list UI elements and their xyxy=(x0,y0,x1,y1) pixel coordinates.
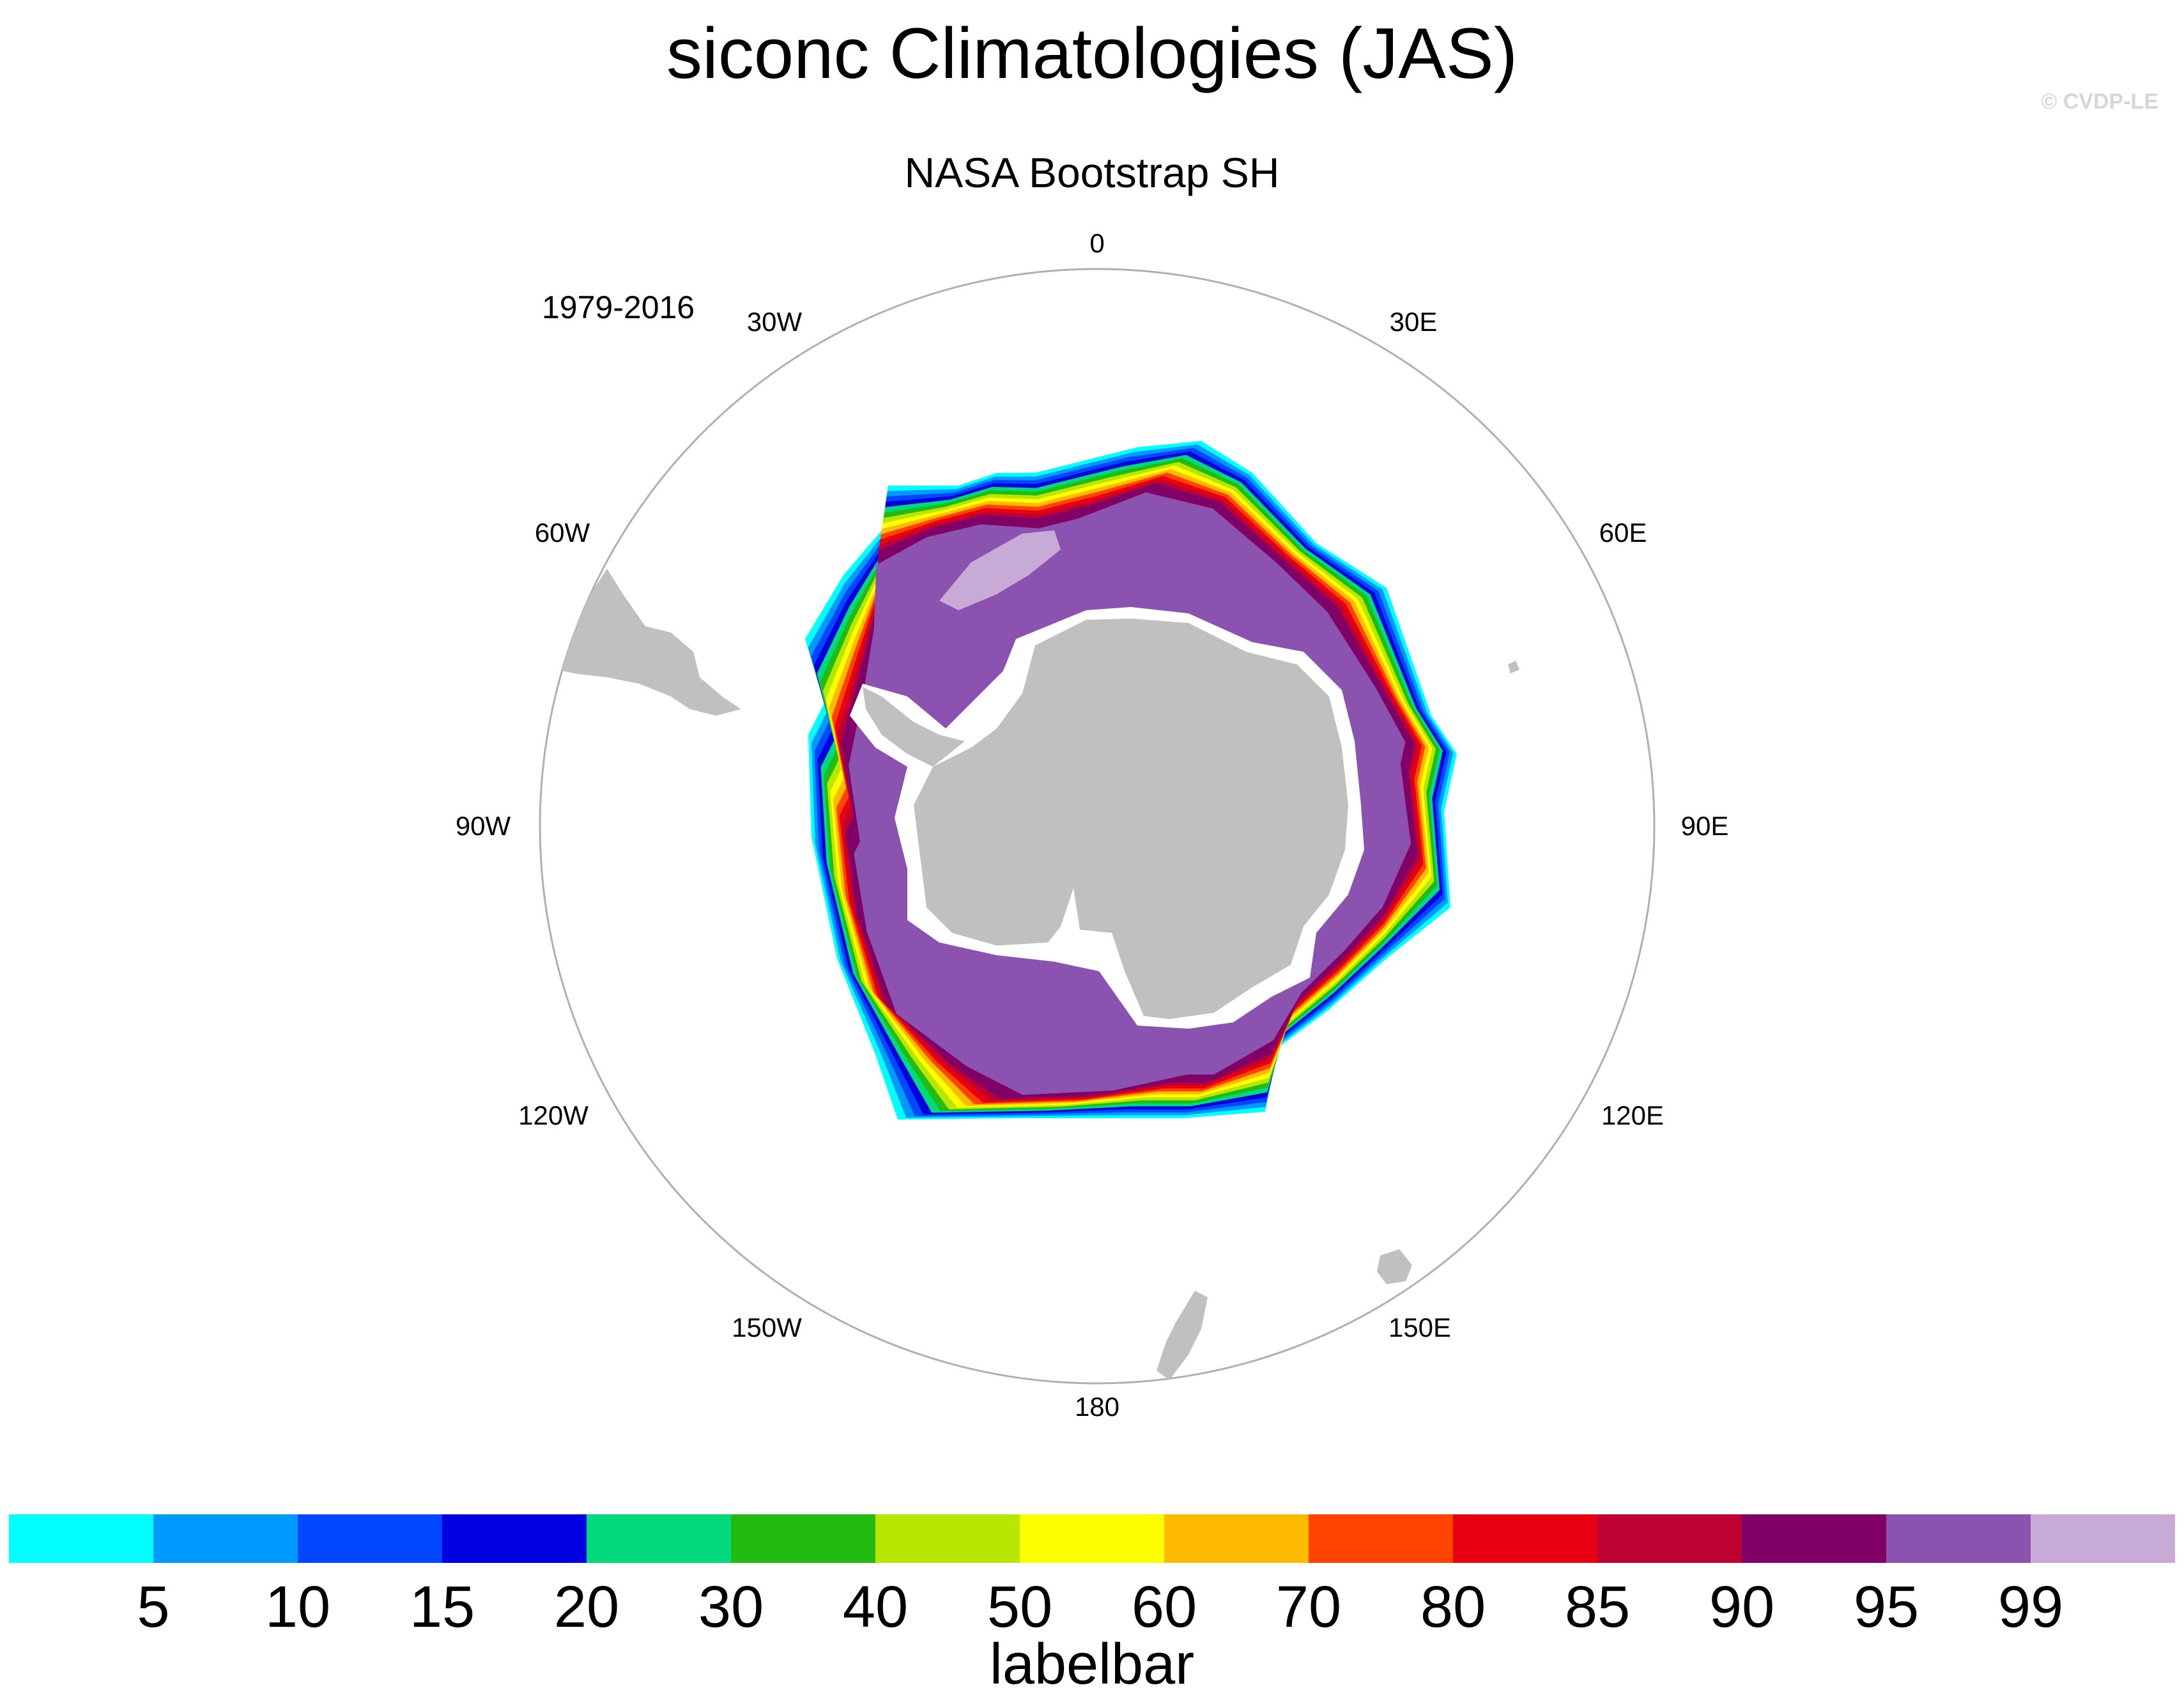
colorbar-label: labelbar xyxy=(989,1633,1195,1696)
period-label: 1979-2016 xyxy=(542,289,695,325)
colorbar-swatch xyxy=(153,1514,298,1563)
antarctica-landmass xyxy=(914,619,1348,1019)
colorbar-ticks: 5 10 15 20 30 40 50 60 70 80 85 90 95 99 xyxy=(0,1572,2184,1642)
colorbar-swatch xyxy=(9,1514,153,1563)
colorbar-swatch xyxy=(587,1514,731,1563)
lon-label-150e: 150E xyxy=(1388,1312,1451,1342)
colorbar-tick-label: 90 xyxy=(1709,1574,1775,1640)
lon-label-120e: 120E xyxy=(1601,1100,1664,1130)
longitude-labels: 0 30E 60E 90E 120E 150E 180 150W 120W 90… xyxy=(456,228,1729,1422)
polar-map: 0 30E 60E 90E 120E 150E 180 150W 120W 90… xyxy=(456,228,1729,1422)
lon-label-60e: 60E xyxy=(1599,518,1647,548)
lon-label-60w: 60W xyxy=(535,518,590,548)
colorbar-tick-label: 20 xyxy=(553,1574,620,1640)
colorbar-swatch xyxy=(2031,1514,2175,1563)
colorbar-tick-label: 50 xyxy=(987,1574,1053,1640)
credit-watermark: © CVDP-LE xyxy=(2041,89,2158,114)
panel-title: NASA Bootstrap SH xyxy=(904,149,1280,196)
colorbar-swatch xyxy=(1020,1514,1164,1563)
colorbar-tick-label: 30 xyxy=(698,1574,764,1640)
lon-label-30w: 30W xyxy=(747,307,803,337)
lon-label-180: 180 xyxy=(1075,1392,1119,1422)
lon-label-0: 0 xyxy=(1089,228,1104,258)
south-america-landmass xyxy=(562,569,741,716)
lon-label-90e: 90E xyxy=(1681,811,1729,841)
colorbar-tick-label: 15 xyxy=(409,1574,475,1640)
colorbar-swatch xyxy=(1453,1514,1597,1563)
colorbar-tick-label: 95 xyxy=(1853,1574,1919,1640)
colorbar-swatch xyxy=(442,1514,587,1563)
lon-label-90w: 90W xyxy=(456,811,511,841)
colorbar-tick-label: 40 xyxy=(842,1574,909,1640)
antarctic-peninsula xyxy=(863,687,965,767)
colorbar-swatch xyxy=(298,1514,442,1563)
colorbar-swatch xyxy=(1309,1514,1453,1563)
lon-label-120w: 120W xyxy=(518,1100,588,1130)
colorbar-tick-label: 85 xyxy=(1564,1574,1631,1640)
kerguelen-island xyxy=(1508,661,1519,673)
colorbar-swatch xyxy=(1164,1514,1309,1563)
colorbar-tick-label: 99 xyxy=(1997,1574,2064,1640)
figure-title: siconc Climatologies (JAS) xyxy=(666,13,1518,93)
tasmania-landmass xyxy=(1377,1249,1412,1284)
colorbar-swatch xyxy=(1886,1514,2031,1563)
colorbar-swatch xyxy=(1742,1514,1886,1563)
colorbar-tick-label: 70 xyxy=(1275,1574,1342,1640)
colorbar-tick-label: 80 xyxy=(1420,1574,1486,1640)
new-zealand-landmass xyxy=(1157,1291,1208,1380)
colorbar-swatch xyxy=(875,1514,1020,1563)
colorbar xyxy=(9,1514,2175,1563)
colorbar-swatch xyxy=(1597,1514,1742,1563)
lon-label-30e: 30E xyxy=(1390,307,1438,337)
ice-patch-above-99 xyxy=(939,530,1061,610)
colorbar-tick-label: 60 xyxy=(1131,1574,1197,1640)
lon-label-150w: 150W xyxy=(732,1312,802,1342)
colorbar-tick-label: 10 xyxy=(265,1574,331,1640)
colorbar-tick-label: 5 xyxy=(137,1574,170,1640)
colorbar-swatch xyxy=(731,1514,875,1563)
